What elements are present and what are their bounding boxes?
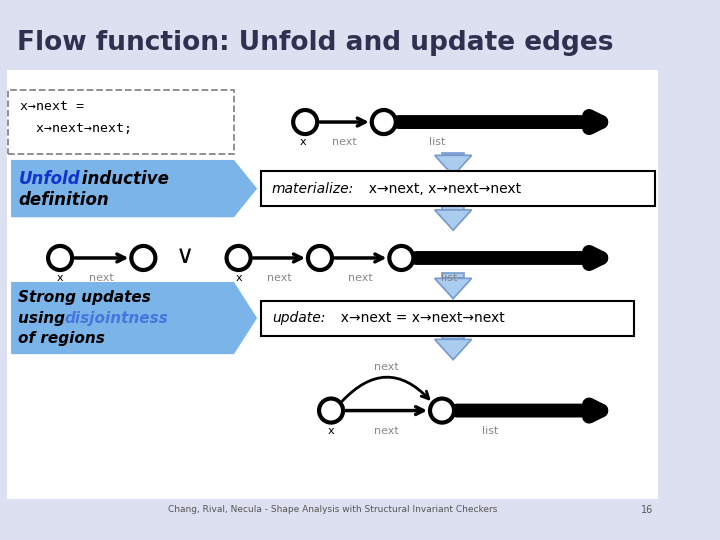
Text: x→next→next;: x→next→next; <box>20 122 132 135</box>
Text: $\vee$: $\vee$ <box>174 244 192 268</box>
Polygon shape <box>435 156 472 176</box>
Circle shape <box>319 399 343 423</box>
FancyBboxPatch shape <box>0 21 666 66</box>
Text: Flow function: Unfold and update edges: Flow function: Unfold and update edges <box>17 30 613 56</box>
Text: list: list <box>429 137 446 147</box>
Polygon shape <box>11 160 257 217</box>
Text: Strong updates: Strong updates <box>19 290 151 305</box>
Text: list: list <box>482 426 498 436</box>
Text: Unfold: Unfold <box>19 171 80 188</box>
Text: next: next <box>374 426 399 436</box>
Text: definition: definition <box>19 191 109 209</box>
Polygon shape <box>435 278 472 299</box>
Text: list: list <box>441 273 458 283</box>
Text: disjointness: disjointness <box>65 310 168 326</box>
Text: x→next, x→next→next: x→next, x→next→next <box>360 181 521 195</box>
Circle shape <box>372 110 396 134</box>
Polygon shape <box>435 339 472 360</box>
Text: Chang, Rival, Necula - Shape Analysis with Structural Invariant Checkers: Chang, Rival, Necula - Shape Analysis wi… <box>168 505 498 514</box>
FancyBboxPatch shape <box>261 171 654 206</box>
Polygon shape <box>11 282 257 354</box>
Text: 16: 16 <box>642 504 654 515</box>
Text: next: next <box>374 362 399 372</box>
Circle shape <box>131 246 156 270</box>
Text: x: x <box>328 426 334 436</box>
Circle shape <box>293 110 318 134</box>
Text: next: next <box>267 273 292 283</box>
Text: x: x <box>300 137 307 147</box>
Circle shape <box>227 246 251 270</box>
Text: next: next <box>348 273 373 283</box>
Text: inductive: inductive <box>76 171 168 188</box>
Polygon shape <box>442 334 464 339</box>
Text: x: x <box>235 273 242 283</box>
Text: x→next = x→next→next: x→next = x→next→next <box>332 311 505 325</box>
Text: next: next <box>89 273 114 283</box>
Text: update:: update: <box>272 311 325 325</box>
Circle shape <box>308 246 332 270</box>
Circle shape <box>48 246 72 270</box>
Text: materialize:: materialize: <box>272 181 354 195</box>
FancyBboxPatch shape <box>7 70 659 500</box>
Circle shape <box>390 246 413 270</box>
Polygon shape <box>442 153 464 156</box>
Text: x: x <box>57 273 63 283</box>
FancyBboxPatch shape <box>261 301 634 336</box>
Text: using: using <box>19 310 71 326</box>
Polygon shape <box>442 204 464 210</box>
FancyBboxPatch shape <box>9 90 234 154</box>
Text: x→next =: x→next = <box>20 100 84 113</box>
Polygon shape <box>442 273 464 278</box>
Text: of regions: of regions <box>19 331 105 346</box>
Text: next: next <box>332 137 356 147</box>
Polygon shape <box>435 210 472 230</box>
Circle shape <box>430 399 454 423</box>
